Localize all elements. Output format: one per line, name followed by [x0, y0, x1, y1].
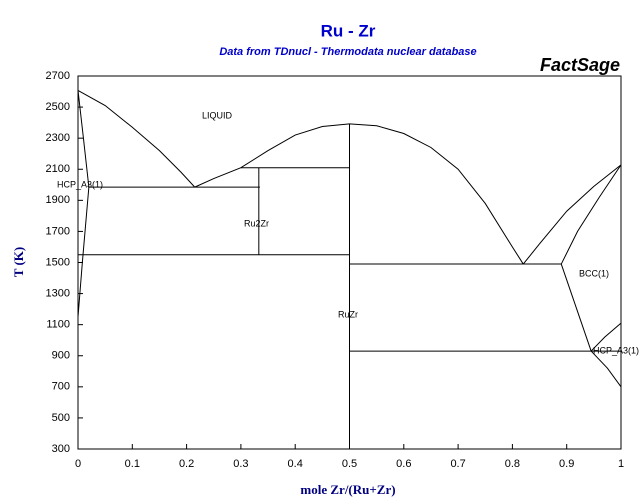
- chart-title: Ru - Zr: [321, 21, 376, 40]
- x-tick-label: 0.8: [505, 458, 520, 470]
- x-tick-label: 1: [618, 458, 624, 470]
- y-tick-label: 700: [52, 381, 70, 393]
- y-tick-label: 300: [52, 443, 70, 455]
- x-tick-label: 0.9: [559, 458, 574, 470]
- y-tick-label: 1100: [46, 319, 70, 331]
- phase-label: HCP_A3(1): [57, 179, 103, 189]
- y-tick-label: 1300: [46, 287, 70, 299]
- phase-label: BCC(1): [579, 268, 609, 278]
- phase-boundary: [560, 164, 622, 265]
- y-tick-label: 1700: [46, 225, 70, 237]
- x-tick-label: 0.3: [233, 458, 248, 470]
- phase-boundary: [77, 90, 196, 188]
- phase-boundary: [77, 187, 90, 317]
- y-tick-label: 2500: [46, 101, 70, 113]
- x-tick-label: 0.6: [396, 458, 411, 470]
- y-tick-label: 500: [52, 412, 70, 424]
- phase-boundary: [590, 350, 622, 388]
- x-tick-label: 0.7: [450, 458, 465, 470]
- x-tick-label: 0: [75, 458, 81, 470]
- phase-boundary: [77, 90, 90, 188]
- phase-boundary: [590, 322, 622, 352]
- x-tick-label: 0.4: [288, 458, 303, 470]
- phase-label: LIQUID: [202, 110, 233, 120]
- phase-boundary: [522, 164, 622, 265]
- phase-label: HCP_A3(1): [593, 345, 639, 355]
- y-tick-label: 1900: [46, 194, 70, 206]
- phase-label: Ru2Zr: [244, 218, 269, 228]
- y-axis-label: T (K): [11, 247, 26, 277]
- brand: FactSage: [540, 55, 620, 75]
- y-tick-label: 2700: [46, 70, 70, 82]
- y-tick-label: 1500: [46, 256, 70, 268]
- phase-label: RuZr: [338, 309, 358, 319]
- chart-subtitle: Data from TDnucl - Thermodata nuclear da…: [219, 46, 476, 58]
- y-tick-label: 2100: [46, 163, 70, 175]
- x-tick-label: 0.1: [125, 458, 140, 470]
- phase-boundary: [194, 123, 524, 265]
- y-tick-label: 900: [52, 350, 70, 362]
- x-axis-label: mole Zr/(Ru+Zr): [300, 482, 395, 497]
- y-tick-label: 2300: [46, 132, 70, 144]
- x-tick-label: 0.5: [342, 458, 357, 470]
- x-tick-label: 0.2: [179, 458, 194, 470]
- phase-boundary: [560, 263, 592, 352]
